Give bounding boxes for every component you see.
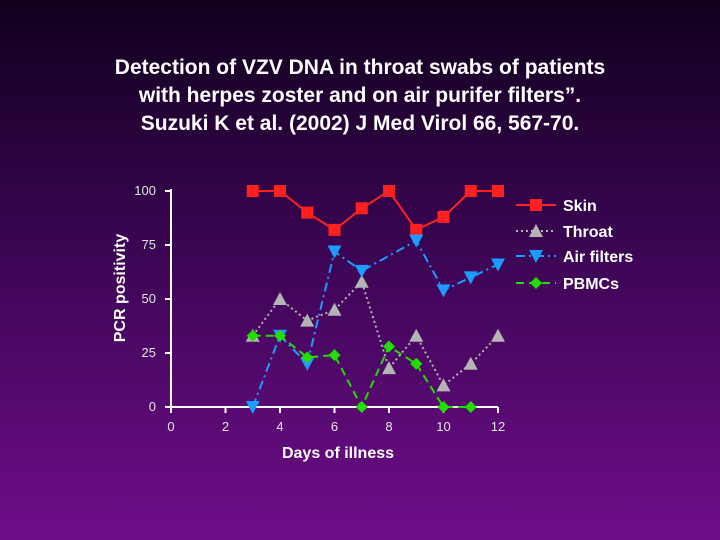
y-tick-label: 0 — [149, 399, 156, 414]
series-throat — [245, 274, 505, 392]
x-axis-title: Days of illness — [282, 445, 394, 462]
chart-axes: 0 25 50 75 100 0 2 4 6 8 10 12 — [134, 183, 505, 434]
series-line-pbmcs — [252, 334, 471, 410]
data-point-air-filters — [436, 284, 451, 298]
legend-label-pbmcs: PBMCs — [563, 276, 619, 293]
data-point-pbmcs — [383, 340, 395, 353]
data-point-skin — [246, 185, 259, 197]
data-point-skin — [464, 185, 477, 197]
data-point-throat — [409, 328, 424, 342]
data-point-air-filters — [491, 258, 505, 272]
data-point-skin — [301, 206, 314, 219]
legend-item-throat: Throat — [516, 224, 613, 241]
data-point-skin — [355, 202, 368, 215]
data-point-air-filters — [354, 264, 369, 278]
y-axis-title: PCR positivity — [112, 234, 129, 343]
data-point-throat — [327, 302, 342, 316]
series-line-throat — [251, 279, 499, 387]
data-point-throat — [491, 328, 505, 342]
x-tick-label: 6 — [331, 419, 338, 434]
y-tick-label: 25 — [142, 345, 156, 360]
y-tick-label: 50 — [142, 291, 156, 306]
legend-item-air-filters: Air filters — [516, 249, 633, 266]
data-point-air-filters — [245, 401, 260, 414]
data-point-throat — [273, 292, 287, 305]
data-point-skin — [274, 185, 286, 197]
data-point-pbmcs — [301, 351, 314, 364]
data-point-throat — [382, 361, 396, 375]
x-tick-label: 12 — [491, 419, 505, 434]
x-tick-label: 2 — [222, 419, 229, 434]
legend-label-throat: Throat — [563, 224, 613, 241]
data-point-air-filters — [409, 234, 424, 248]
data-point-throat — [463, 356, 478, 370]
series-air-filters — [245, 234, 505, 414]
x-tick-label: 10 — [436, 419, 450, 434]
slide-title-line-3: Suzuki K et al. (2002) J Med Virol 66, 5… — [140, 112, 580, 135]
data-point-pbmcs — [437, 401, 450, 413]
legend-label-skin: Skin — [563, 198, 597, 215]
slide-title-line-2: with herpes zoster and on air purifer fi… — [138, 84, 582, 107]
data-point-pbmcs — [410, 357, 423, 370]
legend-label-air-filters: Air filters — [563, 249, 633, 266]
data-point-skin — [437, 210, 450, 223]
y-tick-label: 100 — [134, 183, 156, 198]
data-point-skin — [328, 223, 341, 236]
x-tick-label: 4 — [276, 419, 283, 434]
data-point-air-filters — [327, 245, 342, 259]
legend-marker-skin — [530, 199, 542, 211]
x-tick-label: 8 — [385, 419, 392, 434]
data-point-skin — [383, 185, 395, 197]
data-point-pbmcs — [328, 349, 341, 362]
data-point-air-filters — [300, 357, 315, 371]
data-point-pbmcs — [246, 329, 259, 342]
legend-marker-throat — [529, 224, 543, 237]
series-skin — [246, 185, 504, 236]
chart-series — [245, 185, 505, 414]
x-tick-label: 0 — [167, 419, 174, 434]
data-point-throat — [354, 274, 369, 288]
legend-marker-pbmcs — [530, 277, 542, 289]
legend-item-pbmcs: PBMCs — [516, 276, 619, 293]
data-point-air-filters — [463, 271, 478, 285]
series-pbmcs — [246, 329, 477, 413]
data-point-throat — [436, 378, 451, 392]
legend-item-skin: Skin — [516, 198, 597, 215]
data-point-throat — [300, 313, 315, 327]
series-line-air-filters — [251, 239, 499, 408]
y-tick-label: 75 — [142, 237, 156, 252]
chart-legend: Skin Throat Air filters PBMCs — [516, 198, 633, 293]
slide-title-line-1: Detection of VZV DNA in throat swabs of … — [114, 56, 606, 79]
series-line-skin — [252, 189, 498, 232]
legend-marker-air-filters — [529, 250, 543, 263]
data-point-pbmcs — [355, 401, 368, 413]
data-point-skin — [492, 185, 504, 197]
data-point-skin — [410, 223, 423, 236]
data-point-pbmcs — [464, 401, 477, 413]
data-point-pbmcs — [274, 329, 286, 342]
slide-title: Detection of VZV DNA in throat swabs of … — [20, 54, 700, 138]
